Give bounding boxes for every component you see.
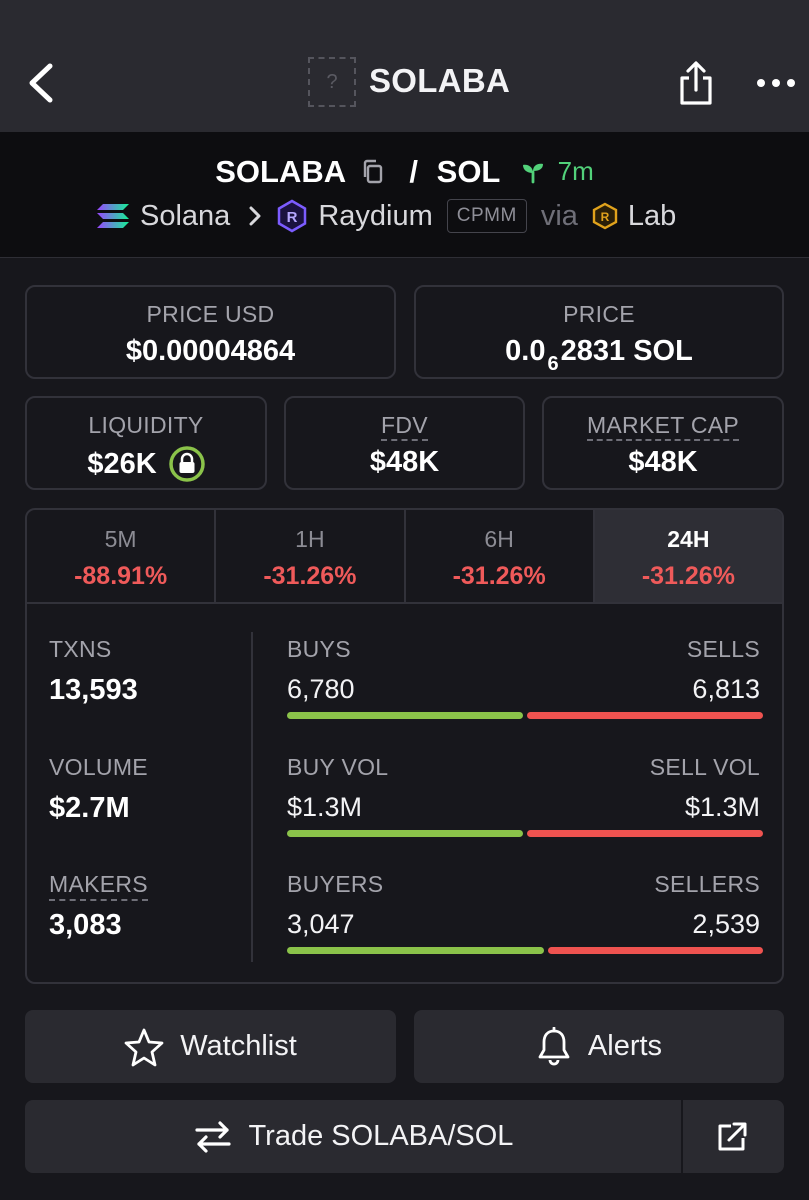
timeframe-tabs: 5M -88.91% 1H -31.26% 6H -31.26% 24H -31… [27, 510, 782, 604]
liquidity-label: LIQUIDITY [88, 412, 204, 438]
watchlist-button[interactable]: Watchlist [25, 1010, 396, 1083]
trade-divider [681, 1100, 683, 1173]
copy-icon[interactable] [361, 159, 385, 185]
lock-icon[interactable] [168, 446, 205, 482]
buy-vol-label: BUY VOL [287, 754, 389, 780]
tab-24h[interactable]: 24H -31.26% [594, 510, 782, 602]
buyers-label: BUYERS [287, 871, 384, 897]
tab-change: -31.26% [641, 562, 735, 590]
alerts-button[interactable]: Alerts [414, 1010, 784, 1083]
market-cap-label[interactable]: MARKET CAP [586, 412, 740, 441]
price-native-label: PRICE [563, 301, 635, 327]
svg-text:R: R [287, 209, 298, 226]
via-label: via [540, 199, 578, 232]
tab-label: 24H [667, 526, 710, 552]
tab-change: -88.91% [74, 562, 168, 590]
solana-logo-icon [97, 204, 129, 228]
price-usd-value: $0.00004864 [125, 335, 296, 367]
market-cap-value: $48K [628, 446, 698, 478]
sells-bar [527, 712, 763, 719]
tab-5m[interactable]: 5M -88.91% [27, 510, 217, 602]
sellers-value: 2,539 [692, 909, 760, 939]
alerts-label: Alerts [587, 1030, 663, 1062]
buyers-value: 3,047 [287, 909, 355, 939]
tab-6h[interactable]: 6H -31.26% [406, 510, 595, 602]
bell-icon [538, 1026, 570, 1065]
sellers-bar [548, 947, 763, 954]
liquidity-value: $26K [87, 447, 157, 480]
stats-panel: 5M -88.91% 1H -31.26% 6H -31.26% 24H -31… [25, 508, 784, 984]
tab-label: 5M [104, 526, 137, 552]
fdv-value: $48K [369, 446, 440, 478]
raydium-logo-icon: R [278, 199, 307, 233]
swap-arrows-icon [194, 1120, 231, 1153]
back-chevron-icon[interactable] [22, 60, 62, 106]
makers-value: 3,083 [49, 909, 122, 941]
fdv-label[interactable]: FDV [381, 412, 428, 441]
txns-label: TXNS [49, 636, 112, 662]
pair-age: 7m [557, 156, 594, 187]
star-icon [124, 1028, 164, 1066]
pair-route: Solana R Raydium CPMM via R Lab [96, 196, 676, 236]
pair-header [0, 132, 809, 258]
launchpad-name[interactable]: Lab [627, 199, 677, 232]
trade-bar: Trade SOLABA/SOL [25, 1100, 784, 1173]
quote-token: SOL [436, 153, 501, 189]
trade-label: Trade SOLABA/SOL [248, 1120, 514, 1152]
svg-text:R: R [601, 210, 610, 224]
sprout-icon [523, 163, 543, 184]
txns-value: 13,593 [49, 674, 138, 706]
pool-type-badge: CPMM [446, 199, 527, 233]
price-usd-card: PRICE USD $0.00004864 [25, 285, 396, 379]
external-link-icon[interactable] [715, 1120, 749, 1154]
pair-separator: / [409, 153, 419, 189]
sell-vol-bar [527, 830, 763, 837]
tab-change: -31.26% [263, 562, 357, 590]
stats-divider [251, 632, 253, 962]
sellers-label: SELLERS [654, 871, 760, 897]
tab-change: -31.26% [452, 562, 546, 590]
price-suffix: 2831 SOL [560, 335, 693, 367]
volume-value: $2.7M [49, 792, 130, 824]
sell-vol-value: $1.3M [684, 792, 760, 822]
launchpad-logo-icon: R [592, 202, 618, 230]
buys-bar [287, 712, 523, 719]
share-icon[interactable] [676, 60, 716, 106]
pair-title: SOLABA / SOL 7m [0, 152, 809, 190]
price-native-value: 0.0 62831 SOL [416, 335, 782, 375]
buys-value: 6,780 [287, 674, 355, 704]
buys-label: BUYS [287, 636, 351, 662]
price-usd-label: PRICE USD [146, 301, 275, 327]
liquidity-value-row: $26K [27, 446, 265, 482]
price-prefix: 0.0 [505, 335, 546, 367]
market-cap-card: MARKET CAP $48K [542, 396, 784, 490]
base-token: SOLABA [215, 153, 347, 189]
buy-vol-value: $1.3M [287, 792, 363, 822]
dex-name[interactable]: Raydium [318, 199, 433, 232]
trade-button[interactable]: Trade SOLABA/SOL [25, 1100, 681, 1173]
top-bar [0, 0, 809, 132]
tab-1h[interactable]: 1H -31.26% [216, 510, 406, 602]
sells-label: SELLS [686, 636, 760, 662]
chevron-right-icon [249, 206, 261, 226]
token-logo-placeholder: ? [308, 57, 356, 107]
liquidity-card: LIQUIDITY $26K [25, 396, 267, 490]
tab-label: 1H [295, 526, 325, 552]
volume-label: VOLUME [49, 754, 148, 780]
sell-vol-label: SELL VOL [649, 754, 760, 780]
fdv-card: FDV $48K [284, 396, 525, 490]
sells-value: 6,813 [692, 674, 760, 704]
buyers-bar [287, 947, 544, 954]
page-title: SOLABA [369, 62, 511, 99]
price-zero-count: 6 [547, 353, 559, 375]
more-dots-icon[interactable] [756, 76, 796, 90]
chain-name[interactable]: Solana [140, 199, 231, 232]
buy-vol-bar [287, 830, 523, 837]
price-native-card: PRICE 0.0 62831 SOL [414, 285, 784, 379]
watchlist-label: Watchlist [180, 1030, 297, 1062]
makers-label[interactable]: MAKERS [49, 871, 148, 901]
tab-label: 6H [484, 526, 514, 552]
